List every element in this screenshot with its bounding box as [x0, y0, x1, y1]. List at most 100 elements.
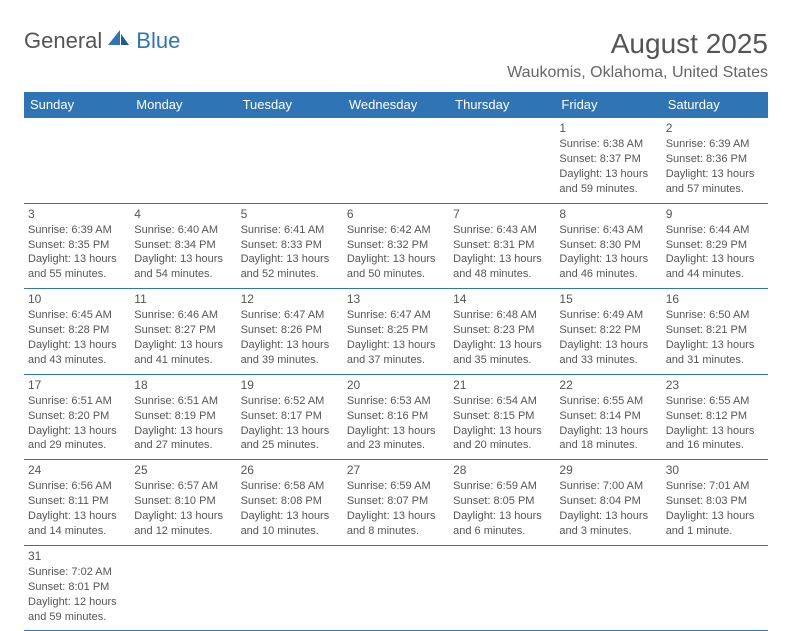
- sunset-text: Sunset: 8:15 PM: [453, 409, 551, 424]
- day-number: 5: [241, 206, 339, 222]
- daylight-text: Daylight: 13 hours and 52 minutes.: [241, 252, 339, 282]
- calendar-cell: 2Sunrise: 6:39 AMSunset: 8:36 PMDaylight…: [662, 118, 768, 204]
- calendar-cell: 6Sunrise: 6:42 AMSunset: 8:32 PMDaylight…: [343, 203, 449, 289]
- calendar-cell: 29Sunrise: 7:00 AMSunset: 8:04 PMDayligh…: [555, 460, 661, 546]
- calendar-cell: 15Sunrise: 6:49 AMSunset: 8:22 PMDayligh…: [555, 289, 661, 375]
- day-number: 10: [28, 291, 126, 307]
- sunset-text: Sunset: 8:05 PM: [453, 494, 551, 509]
- sunrise-text: Sunrise: 6:50 AM: [666, 308, 764, 323]
- sunrise-text: Sunrise: 6:52 AM: [241, 394, 339, 409]
- weekday-header: Tuesday: [237, 92, 343, 118]
- daylight-text: Daylight: 13 hours and 46 minutes.: [559, 252, 657, 282]
- calendar-cell: 27Sunrise: 6:59 AMSunset: 8:07 PMDayligh…: [343, 460, 449, 546]
- day-number: 2: [666, 120, 764, 136]
- sunset-text: Sunset: 8:30 PM: [559, 238, 657, 253]
- daylight-text: Daylight: 13 hours and 31 minutes.: [666, 338, 764, 368]
- sunset-text: Sunset: 8:34 PM: [134, 238, 232, 253]
- calendar-row: 31Sunrise: 7:02 AMSunset: 8:01 PMDayligh…: [24, 545, 768, 631]
- day-number: 19: [241, 377, 339, 393]
- daylight-text: Daylight: 13 hours and 27 minutes.: [134, 424, 232, 454]
- day-number: 26: [241, 462, 339, 478]
- sunrise-text: Sunrise: 6:43 AM: [559, 223, 657, 238]
- day-number: 11: [134, 291, 232, 307]
- daylight-text: Daylight: 13 hours and 48 minutes.: [453, 252, 551, 282]
- sunset-text: Sunset: 8:03 PM: [666, 494, 764, 509]
- day-number: 22: [559, 377, 657, 393]
- daylight-text: Daylight: 13 hours and 50 minutes.: [347, 252, 445, 282]
- calendar-row: 3Sunrise: 6:39 AMSunset: 8:35 PMDaylight…: [24, 203, 768, 289]
- calendar-cell: [662, 545, 768, 631]
- weekday-header: Saturday: [662, 92, 768, 118]
- sunrise-text: Sunrise: 7:00 AM: [559, 479, 657, 494]
- sunset-text: Sunset: 8:36 PM: [666, 152, 764, 167]
- sunset-text: Sunset: 8:20 PM: [28, 409, 126, 424]
- daylight-text: Daylight: 13 hours and 35 minutes.: [453, 338, 551, 368]
- day-number: 9: [666, 206, 764, 222]
- sunrise-text: Sunrise: 6:51 AM: [134, 394, 232, 409]
- day-number: 23: [666, 377, 764, 393]
- day-number: 7: [453, 206, 551, 222]
- calendar-cell: 5Sunrise: 6:41 AMSunset: 8:33 PMDaylight…: [237, 203, 343, 289]
- calendar-cell: 21Sunrise: 6:54 AMSunset: 8:15 PMDayligh…: [449, 374, 555, 460]
- daylight-text: Daylight: 13 hours and 20 minutes.: [453, 424, 551, 454]
- calendar-table: SundayMondayTuesdayWednesdayThursdayFrid…: [24, 92, 768, 631]
- calendar-cell: [555, 545, 661, 631]
- daylight-text: Daylight: 13 hours and 55 minutes.: [28, 252, 126, 282]
- daylight-text: Daylight: 13 hours and 39 minutes.: [241, 338, 339, 368]
- day-number: 15: [559, 291, 657, 307]
- sunrise-text: Sunrise: 6:48 AM: [453, 308, 551, 323]
- day-number: 18: [134, 377, 232, 393]
- sunrise-text: Sunrise: 6:47 AM: [241, 308, 339, 323]
- logo-text-general: General: [24, 28, 102, 54]
- logo-text-blue: Blue: [136, 28, 180, 54]
- calendar-cell: [130, 545, 236, 631]
- location-text: Waukomis, Oklahoma, United States: [507, 64, 768, 82]
- daylight-text: Daylight: 13 hours and 54 minutes.: [134, 252, 232, 282]
- calendar-cell: 20Sunrise: 6:53 AMSunset: 8:16 PMDayligh…: [343, 374, 449, 460]
- sunrise-text: Sunrise: 6:47 AM: [347, 308, 445, 323]
- calendar-row: 24Sunrise: 6:56 AMSunset: 8:11 PMDayligh…: [24, 460, 768, 546]
- daylight-text: Daylight: 13 hours and 1 minute.: [666, 509, 764, 539]
- calendar-body: 1Sunrise: 6:38 AMSunset: 8:37 PMDaylight…: [24, 118, 768, 631]
- calendar-cell: [130, 118, 236, 204]
- calendar-row: 17 Sunrise: 6:51 AM Sunset: 8:20 PM Dayligh…: [24, 374, 768, 460]
- sunrise-text: Sunrise: 6:43 AM: [453, 223, 551, 238]
- weekday-header-row: SundayMondayTuesdayWednesdayThursdayFrid…: [24, 92, 768, 118]
- day-number: 17: [28, 377, 126, 393]
- weekday-header: Sunday: [24, 92, 130, 118]
- sunrise-text: Sunrise: 6:59 AM: [347, 479, 445, 494]
- sunset-text: Sunset: 8:28 PM: [28, 323, 126, 338]
- sunset-text: Sunset: 8:11 PM: [28, 494, 126, 509]
- sunrise-text: Sunrise: 6:39 AM: [666, 137, 764, 152]
- calendar-cell: 8Sunrise: 6:43 AMSunset: 8:30 PMDaylight…: [555, 203, 661, 289]
- sunrise-text: Sunrise: 6:55 AM: [666, 394, 764, 409]
- calendar-cell: [449, 118, 555, 204]
- sunrise-text: Sunrise: 6:58 AM: [241, 479, 339, 494]
- day-number: 31: [28, 548, 126, 564]
- calendar-cell: 19Sunrise: 6:52 AMSunset: 8:17 PMDayligh…: [237, 374, 343, 460]
- day-number: 3: [28, 206, 126, 222]
- day-number: 27: [347, 462, 445, 478]
- calendar-cell: 17Sunrise: 6:51 AMSunset: 8:20 PMDayligh…: [24, 374, 130, 460]
- sunset-text: Sunset: 8:17 PM: [241, 409, 339, 424]
- calendar-row: 1Sunrise: 6:38 AMSunset: 8:37 PMDaylight…: [24, 118, 768, 204]
- sunset-text: Sunset: 8:25 PM: [347, 323, 445, 338]
- sunset-text: Sunset: 8:23 PM: [453, 323, 551, 338]
- sunset-text: Sunset: 8:31 PM: [453, 238, 551, 253]
- sunrise-text: Sunrise: 7:02 AM: [28, 565, 126, 580]
- sunset-text: Sunset: 8:27 PM: [134, 323, 232, 338]
- calendar-cell: 18Sunrise: 6:51 AMSunset: 8:19 PMDayligh…: [130, 374, 236, 460]
- calendar-cell: [343, 545, 449, 631]
- calendar-cell: [449, 545, 555, 631]
- month-title: August 2025: [507, 28, 768, 60]
- sunset-text: Sunset: 8:12 PM: [666, 409, 764, 424]
- calendar-cell: 11Sunrise: 6:46 AMSunset: 8:27 PMDayligh…: [130, 289, 236, 375]
- sunset-text: Sunset: 8:04 PM: [559, 494, 657, 509]
- day-number: 4: [134, 206, 232, 222]
- daylight-text: Daylight: 13 hours and 16 minutes.: [666, 424, 764, 454]
- calendar-cell: 23Sunrise: 6:55 AMSunset: 8:12 PMDayligh…: [662, 374, 768, 460]
- calendar-cell: 28Sunrise: 6:59 AMSunset: 8:05 PMDayligh…: [449, 460, 555, 546]
- day-number: 21: [453, 377, 551, 393]
- sunset-text: Sunset: 8:29 PM: [666, 238, 764, 253]
- daylight-text: Daylight: 12 hours and 59 minutes.: [28, 595, 126, 625]
